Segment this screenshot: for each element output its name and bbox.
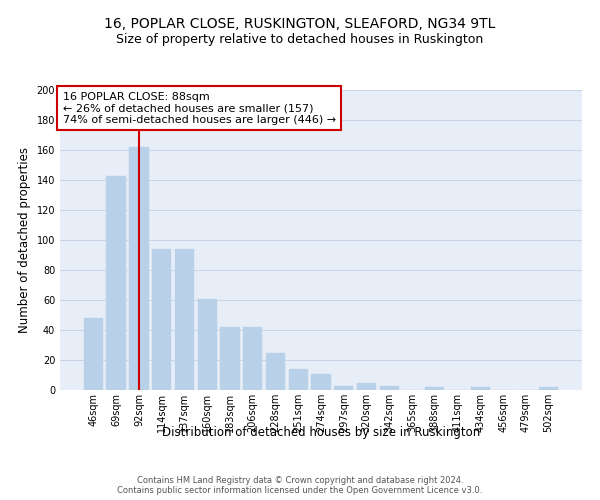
Bar (197, 298, 217, 390)
Text: Contains HM Land Registry data © Crown copyright and database right 2024.
Contai: Contains HM Land Registry data © Crown c… (118, 476, 482, 495)
Bar (311, 374, 331, 390)
Bar (243, 327, 262, 390)
Bar (425, 387, 445, 390)
Bar (129, 147, 149, 390)
Bar (220, 327, 239, 390)
Text: 16 POPLAR CLOSE: 88sqm
← 26% of detached houses are smaller (157)
74% of semi-de: 16 POPLAR CLOSE: 88sqm ← 26% of detached… (62, 92, 336, 124)
Bar (289, 369, 308, 390)
Bar (357, 382, 376, 390)
Y-axis label: Number of detached properties: Number of detached properties (18, 147, 31, 333)
Bar (175, 249, 194, 390)
Text: 16, POPLAR CLOSE, RUSKINGTON, SLEAFORD, NG34 9TL: 16, POPLAR CLOSE, RUSKINGTON, SLEAFORD, … (104, 18, 496, 32)
Text: Size of property relative to detached houses in Ruskington: Size of property relative to detached ho… (116, 32, 484, 46)
Text: Distribution of detached houses by size in Ruskington: Distribution of detached houses by size … (162, 426, 480, 439)
Bar (152, 249, 172, 390)
Bar (539, 387, 558, 390)
Bar (84, 318, 103, 390)
Bar (266, 352, 285, 390)
Bar (106, 176, 126, 390)
Bar (380, 386, 399, 390)
Bar (470, 387, 490, 390)
Bar (334, 386, 353, 390)
